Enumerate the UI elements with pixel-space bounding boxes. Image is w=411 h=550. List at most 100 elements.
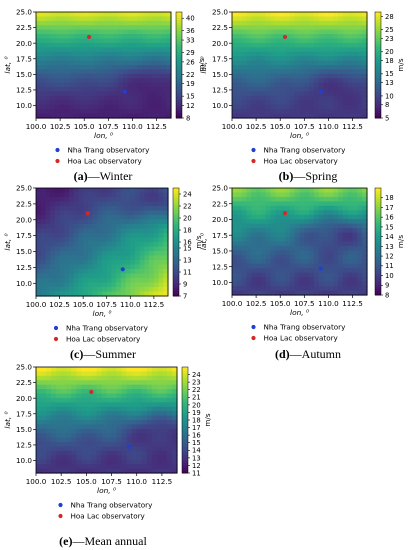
y-axis-label: lat, ⁰: [3, 233, 12, 250]
colorbar-tick-label: 9: [385, 282, 389, 290]
heatmap-cell: [299, 56, 305, 62]
heatmap-cell: [342, 113, 349, 119]
colorbar-segment: [182, 441, 188, 445]
heatmap-cell: [260, 219, 267, 225]
heatmap-cell: [352, 16, 358, 22]
plot-frame: [35, 366, 178, 474]
heatmap-cell: [66, 450, 72, 456]
heatmap-cell: [45, 282, 51, 288]
colorbar-segment: [173, 223, 179, 227]
heatmap-cell: [251, 290, 257, 296]
heatmap-cell: [309, 25, 315, 31]
heatmap-cell: [116, 397, 123, 403]
heatmap-cell: [36, 393, 42, 399]
heatmap-cell: [111, 255, 117, 261]
heatmap-cell: [342, 100, 349, 106]
heatmap-cell: [117, 16, 124, 22]
heatmap-cell: [241, 219, 248, 225]
heatmap-cell: [106, 206, 113, 212]
heatmap-cell: [103, 20, 109, 26]
heatmap-cell: [156, 446, 163, 452]
x-tick-label: 105.0: [76, 477, 97, 486]
y-tick-label: 25.0: [16, 363, 32, 372]
heatmap-cell: [108, 100, 114, 106]
heatmap-cell: [251, 20, 257, 26]
heatmap-cell: [299, 188, 305, 194]
heatmap-cell: [338, 29, 344, 35]
heatmap-cell: [251, 219, 257, 225]
heatmap-cell: [265, 245, 272, 252]
heatmap-cell: [41, 384, 47, 390]
heatmap-cell: [328, 82, 334, 88]
heatmap-cell: [83, 269, 89, 275]
heatmap-cell: [275, 237, 281, 243]
heatmap-cell: [40, 56, 47, 62]
heatmap-cell: [98, 78, 105, 84]
heatmap-cell: [141, 397, 148, 403]
heatmap-cell: [45, 29, 52, 35]
heatmap-cell: [61, 446, 67, 452]
heatmap-cell: [151, 87, 158, 93]
heatmap-cell: [171, 428, 178, 434]
heatmap-cell: [132, 78, 138, 84]
heatmap-cell: [116, 260, 122, 266]
heatmap-cell: [323, 228, 330, 234]
heatmap-cell: [142, 56, 148, 62]
heatmap-cell: [50, 255, 56, 261]
heatmap-cell: [136, 459, 143, 465]
colorbar-tick-label: 23: [192, 379, 201, 387]
heatmap-cell: [117, 51, 124, 57]
heatmap-cell: [41, 402, 47, 408]
heatmap-cell: [352, 196, 358, 202]
heatmap-cell: [66, 389, 72, 395]
heatmap-cell: [132, 47, 138, 53]
heatmap-cell: [78, 246, 84, 252]
heatmap-cell: [131, 389, 138, 395]
heatmap-cell: [342, 268, 349, 274]
heatmap-cell: [41, 389, 47, 395]
heatmap-cell: [101, 442, 108, 448]
heatmap-cell: [64, 291, 70, 297]
heatmap-cell: [338, 192, 344, 198]
heatmap-cell: [81, 371, 87, 377]
heatmap-cell: [50, 78, 56, 84]
heatmap-cell: [73, 210, 80, 216]
heatmap-cell: [50, 287, 56, 293]
heatmap-cell: [79, 51, 85, 57]
heatmap-cell: [166, 29, 172, 35]
heatmap-cell: [299, 241, 305, 247]
heatmap-cell: [117, 47, 124, 53]
colorbar-segment: [375, 252, 381, 256]
heatmap-cell: [256, 29, 262, 35]
heatmap-cell: [136, 442, 143, 448]
colorbar-segment: [375, 54, 381, 58]
heatmap-cell: [294, 65, 301, 71]
heatmap-cell: [156, 87, 162, 93]
heatmap-cell: [61, 424, 67, 430]
colorbar-segment: [176, 51, 182, 55]
heatmap-cell: [136, 411, 143, 417]
heatmap-cell: [116, 411, 123, 417]
heatmap-cell: [294, 34, 301, 40]
heatmap-cell: [51, 411, 57, 417]
heatmap-cell: [251, 277, 257, 283]
heatmap-cell: [78, 260, 84, 266]
heatmap-cell: [166, 406, 173, 412]
heatmap-cell: [156, 380, 163, 386]
heatmap-cell: [36, 25, 42, 31]
heatmap-cell: [41, 446, 47, 452]
heatmap-cell: [151, 91, 158, 97]
colorbar-segment: [182, 374, 188, 379]
heatmap-cell: [318, 286, 325, 292]
heatmap-cell: [127, 42, 134, 48]
heatmap-cell: [251, 65, 257, 71]
heatmap-cell: [146, 406, 153, 412]
heatmap-cell: [333, 38, 339, 44]
heatmap-cell: [151, 109, 158, 115]
heatmap-cell: [71, 371, 77, 377]
heatmap-cell: [76, 415, 82, 421]
heatmap-cell: [294, 25, 301, 31]
heatmap-cell: [122, 113, 129, 119]
heatmap-cell: [265, 254, 272, 260]
heatmap-cell: [299, 95, 305, 101]
